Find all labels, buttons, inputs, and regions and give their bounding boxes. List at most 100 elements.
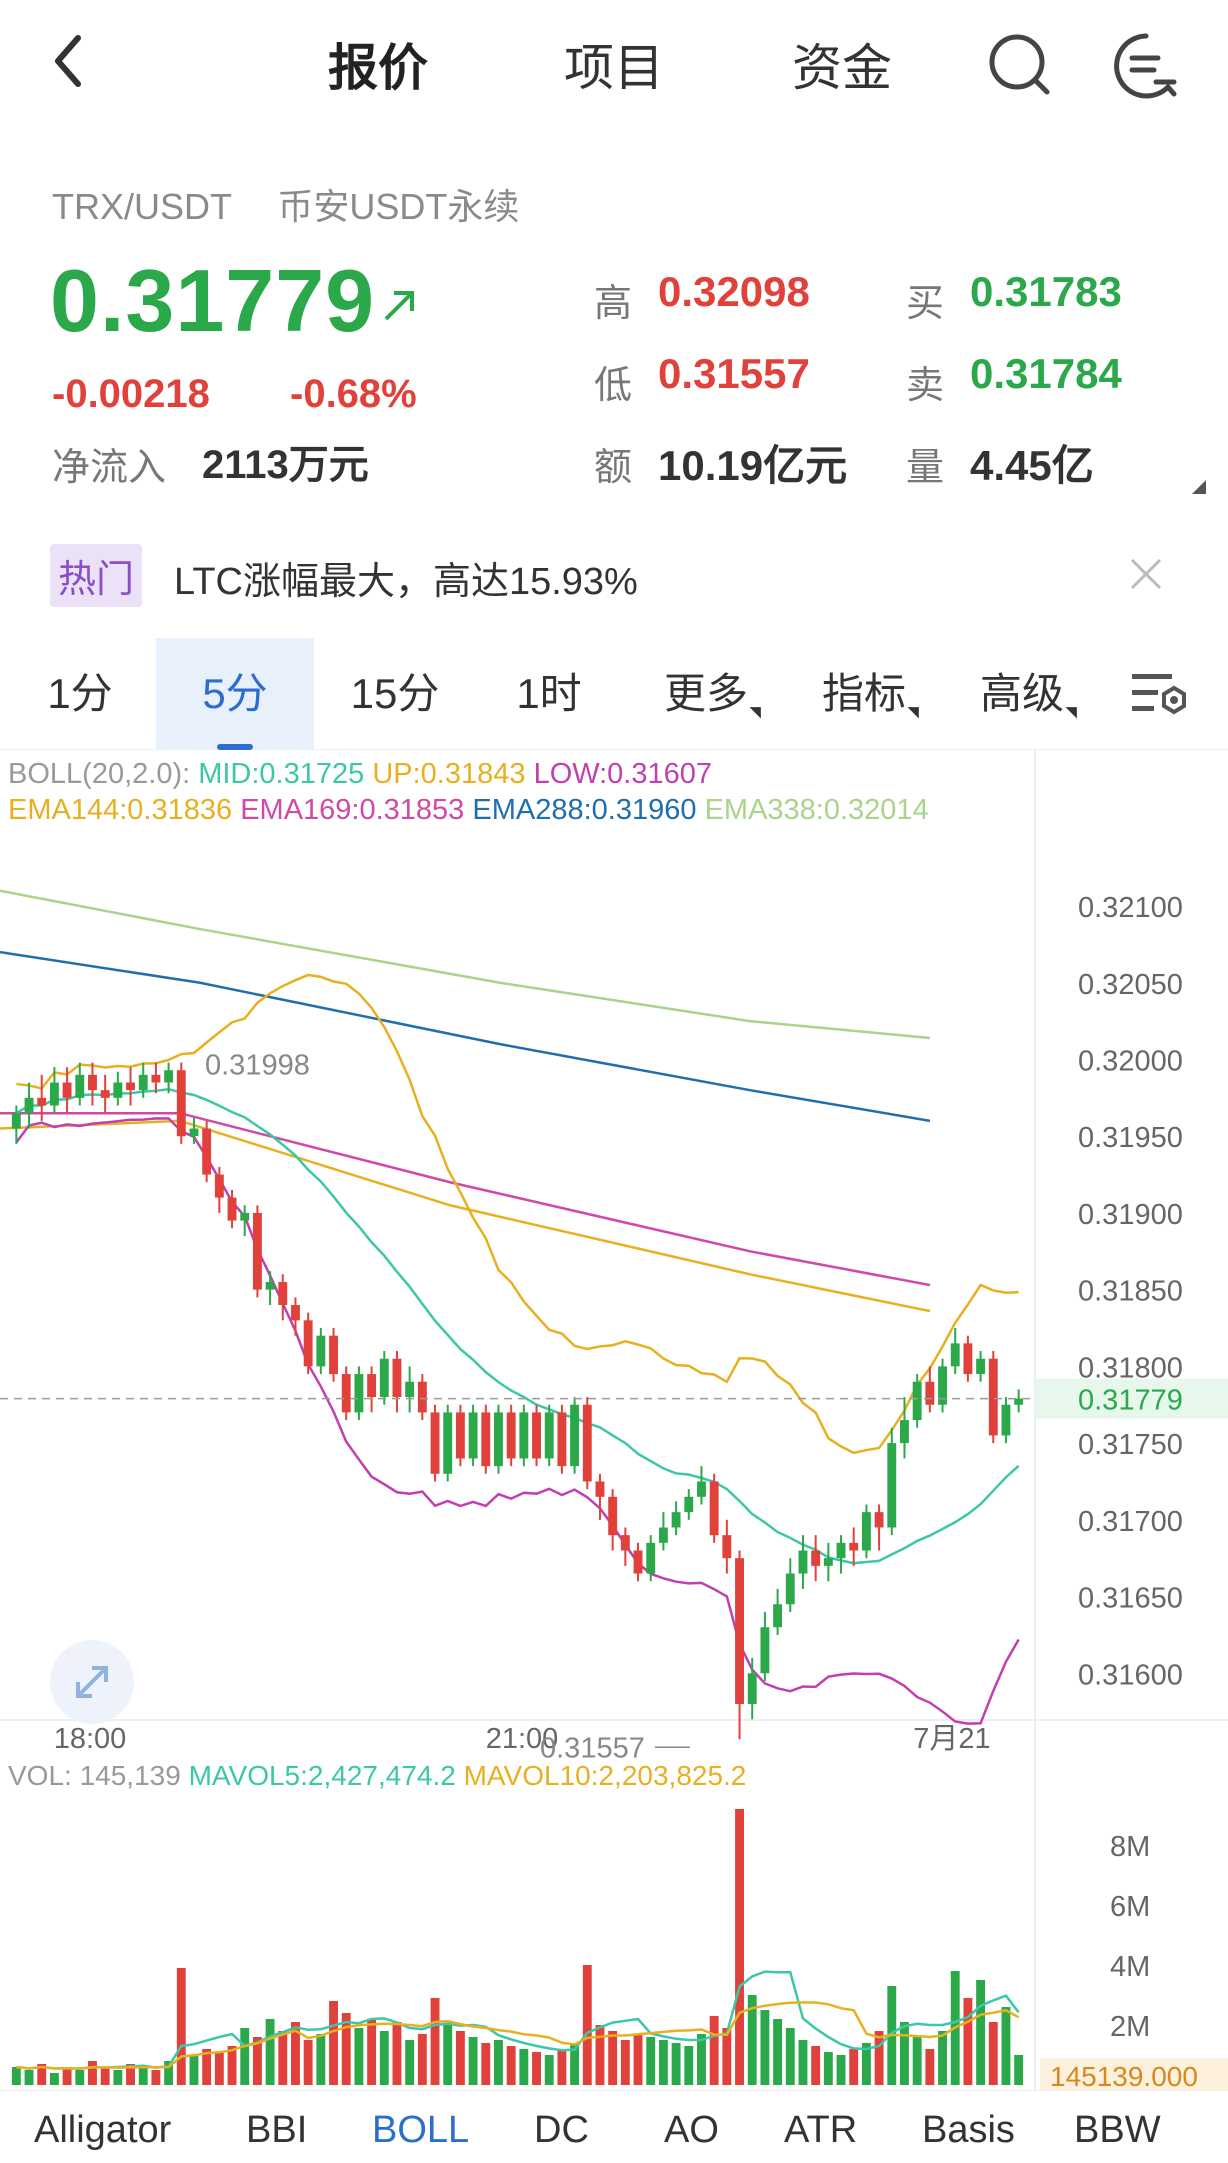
candle-body <box>709 1481 719 1536</box>
volume-bar <box>392 2022 402 2085</box>
ema288-line <box>0 950 931 1123</box>
candle-body <box>849 1542 859 1551</box>
volume-bar <box>151 2070 161 2085</box>
expand-corner-icon[interactable] <box>1192 480 1206 494</box>
chart-canvas[interactable]: 0.32100 0.32050 0.32000 0.31950 0.31900 0.318… <box>0 750 1228 2090</box>
back-icon[interactable] <box>40 26 100 96</box>
tab-advanced[interactable]: 高级 <box>966 638 1096 750</box>
candle-body <box>316 1335 326 1367</box>
x-tick-label: 7月21 <box>913 1723 990 1755</box>
tab-indicators-label: 指标 <box>821 670 906 717</box>
candle-body <box>811 1550 821 1566</box>
fullscreen-icon[interactable] <box>50 1640 134 1724</box>
candle-body <box>519 1412 529 1459</box>
candle-body <box>506 1412 516 1459</box>
candle-body <box>582 1404 592 1482</box>
price-change: -0.00218 <box>52 372 210 416</box>
candle-body <box>747 1673 757 1704</box>
volume-bar <box>709 2016 719 2085</box>
timeframe-tabs: 1分 5分 15分 1时 更多 指标 高级 <box>0 638 1228 750</box>
volume-bar <box>62 2067 72 2085</box>
current-price-label: 0.31779 <box>1078 1385 1183 1417</box>
candle-body <box>113 1082 123 1098</box>
candle-body <box>151 1074 161 1083</box>
volume-bar <box>291 2022 300 2085</box>
kline-chart-panel[interactable]: BOLL(20,2.0): MID:0.31725 UP:0.31843 LOW… <box>0 750 1228 2090</box>
volume-bar <box>608 2031 618 2085</box>
candle-body <box>189 1128 199 1137</box>
bid-value: 0.31783 <box>970 268 1122 315</box>
volume-bar <box>506 2046 516 2085</box>
candle-body <box>176 1070 186 1137</box>
tab-atr[interactable]: ATR <box>784 2109 858 2151</box>
last-price: 0.31779 <box>50 251 376 350</box>
x-tick-label: 18:00 <box>54 1723 127 1755</box>
candle-body <box>202 1128 212 1175</box>
volume-bar <box>164 2061 174 2085</box>
candle-body <box>988 1358 998 1436</box>
tab-boll[interactable]: BOLL <box>372 2109 470 2151</box>
volume-bar <box>354 2028 364 2085</box>
candle-body <box>252 1212 262 1290</box>
tab-1h[interactable]: 1时 <box>516 670 582 717</box>
tab-more[interactable]: 更多 <box>650 638 780 750</box>
volume-bar <box>836 2055 846 2085</box>
amount-value: 10.19亿元 <box>658 442 848 489</box>
tab-basis[interactable]: Basis <box>922 2109 1015 2151</box>
candle-body <box>1014 1398 1024 1405</box>
candle-body <box>417 1381 427 1413</box>
tab-15m[interactable]: 15分 <box>350 670 440 717</box>
tab-quote[interactable]: 报价 <box>328 40 428 96</box>
hot-banner[interactable]: 热门 LTC涨幅最大，高达15.93% <box>0 540 1228 610</box>
vol-tick-label: 4M <box>1110 1951 1150 1983</box>
volume-bar <box>113 2070 123 2085</box>
tab-5m[interactable]: 5分 <box>156 638 314 750</box>
volume-bar <box>214 2052 224 2085</box>
y-tick-label: 0.31850 <box>1078 1276 1183 1308</box>
volume-bar <box>773 2019 783 2085</box>
candle-body <box>430 1412 440 1474</box>
volume-bar <box>265 2019 275 2085</box>
search-icon[interactable] <box>985 30 1055 100</box>
candle-body <box>126 1082 135 1091</box>
y-tick-label: 0.32000 <box>1078 1045 1183 1077</box>
candle-body <box>874 1512 884 1528</box>
volume-bar <box>367 2019 377 2085</box>
ema338-label: EMA338:0.32014 <box>704 794 929 826</box>
tab-funds[interactable]: 资金 <box>792 40 892 96</box>
volume-bar <box>811 2046 821 2085</box>
volume-bar <box>557 2049 567 2085</box>
chart-settings-icon[interactable] <box>1130 670 1190 720</box>
candle-body <box>722 1535 732 1559</box>
volume-bar <box>570 2043 580 2085</box>
candle-body <box>11 1113 21 1129</box>
close-icon[interactable] <box>1124 552 1168 596</box>
tab-alligator[interactable]: Alligator <box>34 2109 172 2151</box>
mavol5-line <box>16 1970 1020 2071</box>
tab-1m[interactable]: 1分 <box>47 670 113 717</box>
volume-bar <box>189 2055 199 2085</box>
tab-bbw[interactable]: BBW <box>1074 2109 1161 2151</box>
vol-label: VOL: 145,139 <box>8 1760 181 1791</box>
candle-body <box>88 1074 97 1091</box>
volume-bar <box>455 2031 465 2085</box>
tab-dc[interactable]: DC <box>534 2109 589 2151</box>
candle-body <box>544 1412 554 1459</box>
message-icon[interactable] <box>1110 30 1182 102</box>
pair-name: TRX/USDT <box>52 186 232 227</box>
ema169-line <box>0 1111 931 1287</box>
price-header: TRX/USDT 币安USDT永续 0.31779 -0.00218 -0.68… <box>0 160 1228 520</box>
tab-indicators[interactable]: 指标 <box>808 638 938 750</box>
y-tick-label: 0.31650 <box>1078 1583 1183 1615</box>
price-change-pct: -0.68% <box>290 372 417 416</box>
tab-ao[interactable]: AO <box>664 2109 719 2151</box>
tab-bbi[interactable]: BBI <box>246 2109 308 2151</box>
volume-bar <box>240 2028 250 2085</box>
volume-bar <box>988 2022 998 2085</box>
candle-body <box>1001 1404 1011 1436</box>
candle-body <box>798 1550 808 1574</box>
candle-body <box>367 1374 377 1398</box>
exchange-name: 币安USDT永续 <box>277 186 520 227</box>
volume-bar <box>912 2037 922 2085</box>
tab-project[interactable]: 项目 <box>564 40 664 96</box>
